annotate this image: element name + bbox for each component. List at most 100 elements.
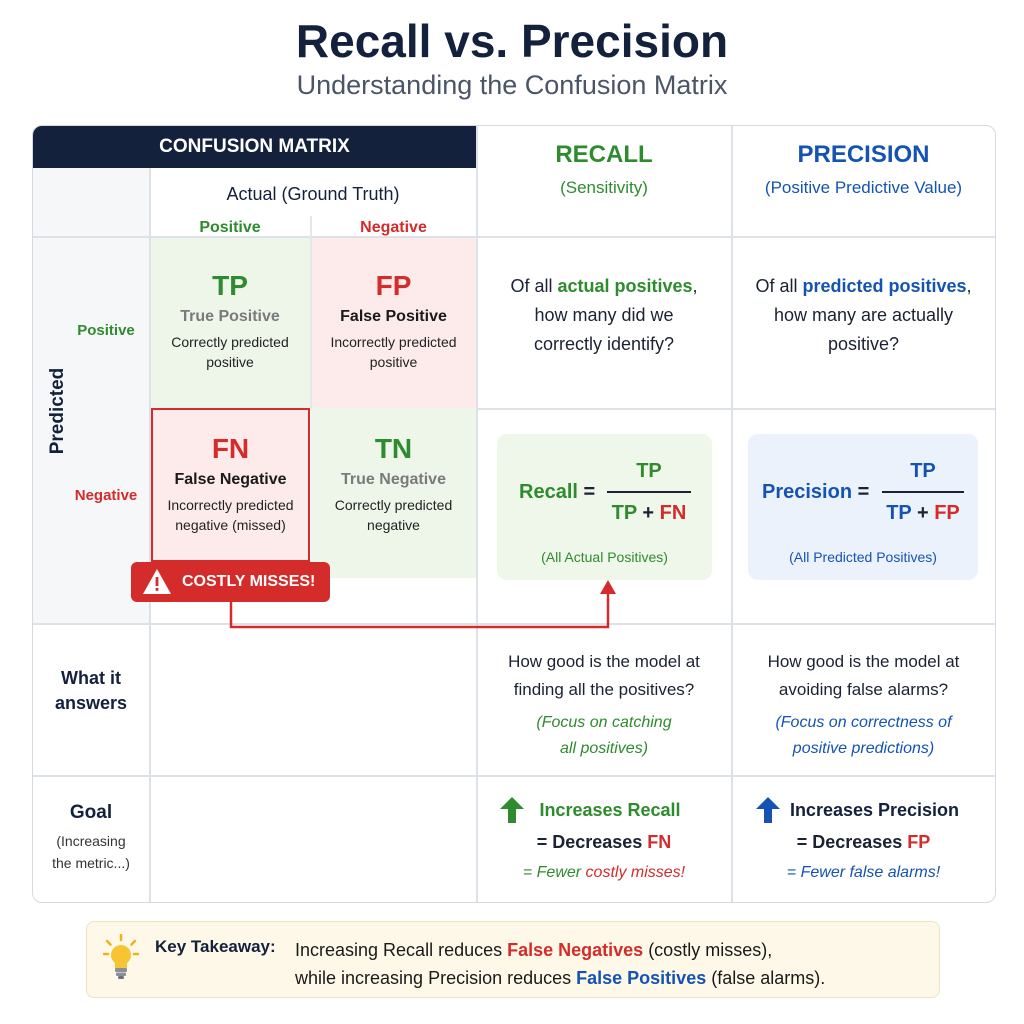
precision-focus: (Focus on correctness of positive predic… — [732, 710, 995, 762]
recall-goal-line3: = Fewer costly misses! — [477, 864, 731, 882]
grid-line — [476, 126, 478, 902]
page-subtitle: Understanding the Confusion Matrix — [296, 70, 728, 100]
precision-formula-eq: = — [857, 481, 870, 503]
precision-goal2-pre: = Decreases — [796, 832, 908, 852]
connector-line — [229, 592, 610, 629]
fn-desc2: negative (missed) — [175, 517, 286, 533]
recall-formula-box: Recall = TP TP + FN (All Actual Positive… — [497, 434, 712, 580]
goal-title: Goal — [69, 802, 113, 823]
predicted-negative-label: Negative — [74, 487, 138, 504]
recall-goal2-em: FN — [647, 832, 672, 852]
takeaway-line2-pre: while increasing Precision reduces — [295, 968, 577, 988]
recall-question: Of all actual positives, how many did we… — [477, 272, 731, 359]
recall-formula-label: Recall = — [519, 481, 595, 504]
goal-label: Goal (Increasing the metric...) — [33, 802, 149, 874]
recall-answers-line1: How good is the model at — [508, 652, 700, 671]
precision-goal-line2: = Decreases FP — [732, 832, 995, 853]
takeaway-label: Key Takeaway: — [155, 937, 276, 956]
recall-arrow-up-icon — [500, 797, 524, 828]
what-it-answers-label: What it answers — [33, 666, 149, 716]
recall-answers: How good is the model at finding all the… — [477, 648, 731, 762]
precision-q-post: , — [966, 276, 972, 296]
tn-cell: TN True Negative Correctly predicted neg… — [311, 433, 476, 535]
precision-focus-line2: positive predictions) — [792, 740, 935, 757]
precision-den-plus: + — [916, 502, 929, 524]
precision-denominator: TP + FP — [876, 502, 970, 525]
precision-question: Of all predicted positives, how many are… — [732, 272, 995, 359]
tp-cell: TP True Positive Correctly predicted pos… — [150, 270, 310, 372]
arrow-up-icon — [756, 797, 780, 823]
precision-den-a: TP — [886, 502, 912, 524]
takeaway-line2-em: False Positives — [576, 968, 707, 988]
fn-abbr: FN — [211, 433, 250, 464]
tp-desc2: positive — [206, 354, 254, 370]
goal-sub-line2: the metric...) — [52, 855, 130, 871]
takeaway-line1-post: (costly misses), — [643, 940, 773, 960]
precision-goal2-em: FP — [907, 832, 931, 852]
recall-q-line3: correctly identify? — [533, 334, 675, 354]
recall-focus-line1: (Focus on catching — [536, 714, 672, 731]
takeaway-text: Increasing Recall reduces False Negative… — [295, 936, 825, 992]
grid-line — [731, 126, 733, 902]
connector-arrowhead — [600, 580, 616, 594]
recall-goal-line1: Increases Recall — [539, 800, 681, 820]
fp-desc2: positive — [369, 354, 418, 370]
precision-title: PRECISION — [797, 141, 930, 168]
tn-name: True Negative — [341, 471, 446, 488]
precision-q-pre: Of all — [755, 276, 803, 296]
precision-goal: Increases Precision = Decreases FP = Few… — [732, 800, 995, 882]
key-takeaway-box: Key Takeaway: Increasing Recall reduces … — [86, 921, 940, 998]
precision-formula-note: (All Predicted Positives) — [789, 549, 937, 565]
what-label-line2: answers — [54, 693, 128, 713]
recall-den-a: TP — [611, 502, 637, 524]
takeaway-line1-em: False Negatives — [507, 940, 644, 960]
arrow-up-icon — [500, 797, 524, 823]
precision-formula-box: Precision = TP TP + FP (All Predicted Po… — [748, 434, 978, 580]
grid-line — [33, 623, 995, 625]
tp-desc1: Correctly predicted — [171, 334, 289, 350]
recall-subtitle: (Sensitivity) — [560, 178, 648, 197]
takeaway-line2-post: (false alarms). — [706, 968, 826, 988]
tp-abbr: TP — [212, 270, 248, 301]
recall-q-post: , — [692, 276, 698, 296]
lightbulb-icon — [103, 934, 139, 979]
recall-answers-line2: finding all the positives? — [513, 680, 695, 699]
fn-desc1: Incorrectly predicted — [167, 497, 294, 513]
fp-desc1: Incorrectly predicted — [330, 334, 457, 350]
page-title: Recall vs. Precision — [295, 15, 729, 67]
precision-formula-name: Precision — [762, 481, 853, 503]
tp-cell-bg — [150, 237, 310, 408]
costly-misses-badge: COSTLY MISSES! — [131, 562, 330, 602]
fn-cell: FN False Negative Incorrectly predicted … — [151, 433, 310, 535]
recall-formula-eq: = — [583, 481, 596, 503]
predicted-axis-area — [33, 168, 150, 624]
tn-desc2: negative — [367, 517, 420, 533]
recall-goal3-em: costly misses! — [585, 864, 686, 881]
recall-title: RECALL — [555, 141, 653, 168]
fn-cell-bg — [151, 408, 310, 562]
tp-name: True Positive — [180, 308, 280, 325]
recall-goal: Increases Recall = Decreases FN = Fewer … — [477, 800, 731, 882]
recall-denominator: TP + FN — [602, 502, 696, 525]
recall-q-em: actual positives — [557, 276, 693, 296]
recall-goal-line2: = Decreases FN — [477, 832, 731, 853]
fp-name: False Positive — [340, 308, 447, 325]
recall-den-b: FN — [659, 502, 687, 524]
grid-line — [476, 408, 995, 410]
precision-q-line2: how many are actually — [773, 305, 954, 325]
precision-fraction-line — [882, 491, 964, 493]
precision-answers: How good is the model at avoiding false … — [732, 648, 995, 762]
goal-sub: (Increasing the metric...) — [33, 830, 149, 874]
precision-q-line3: positive? — [827, 334, 900, 354]
precision-answers-line2: avoiding false alarms? — [778, 680, 949, 699]
precision-subtitle: (Positive Predictive Value) — [764, 178, 963, 197]
actual-negative-label: Negative — [360, 219, 427, 236]
recall-formula-name: Recall — [519, 481, 578, 503]
grid-line — [310, 216, 312, 408]
precision-den-b: FP — [934, 502, 960, 524]
precision-q-em: predicted positives — [802, 276, 967, 296]
warning-triangle-icon — [143, 569, 171, 594]
recall-numerator: TP — [636, 460, 662, 482]
grid-line — [33, 236, 995, 238]
